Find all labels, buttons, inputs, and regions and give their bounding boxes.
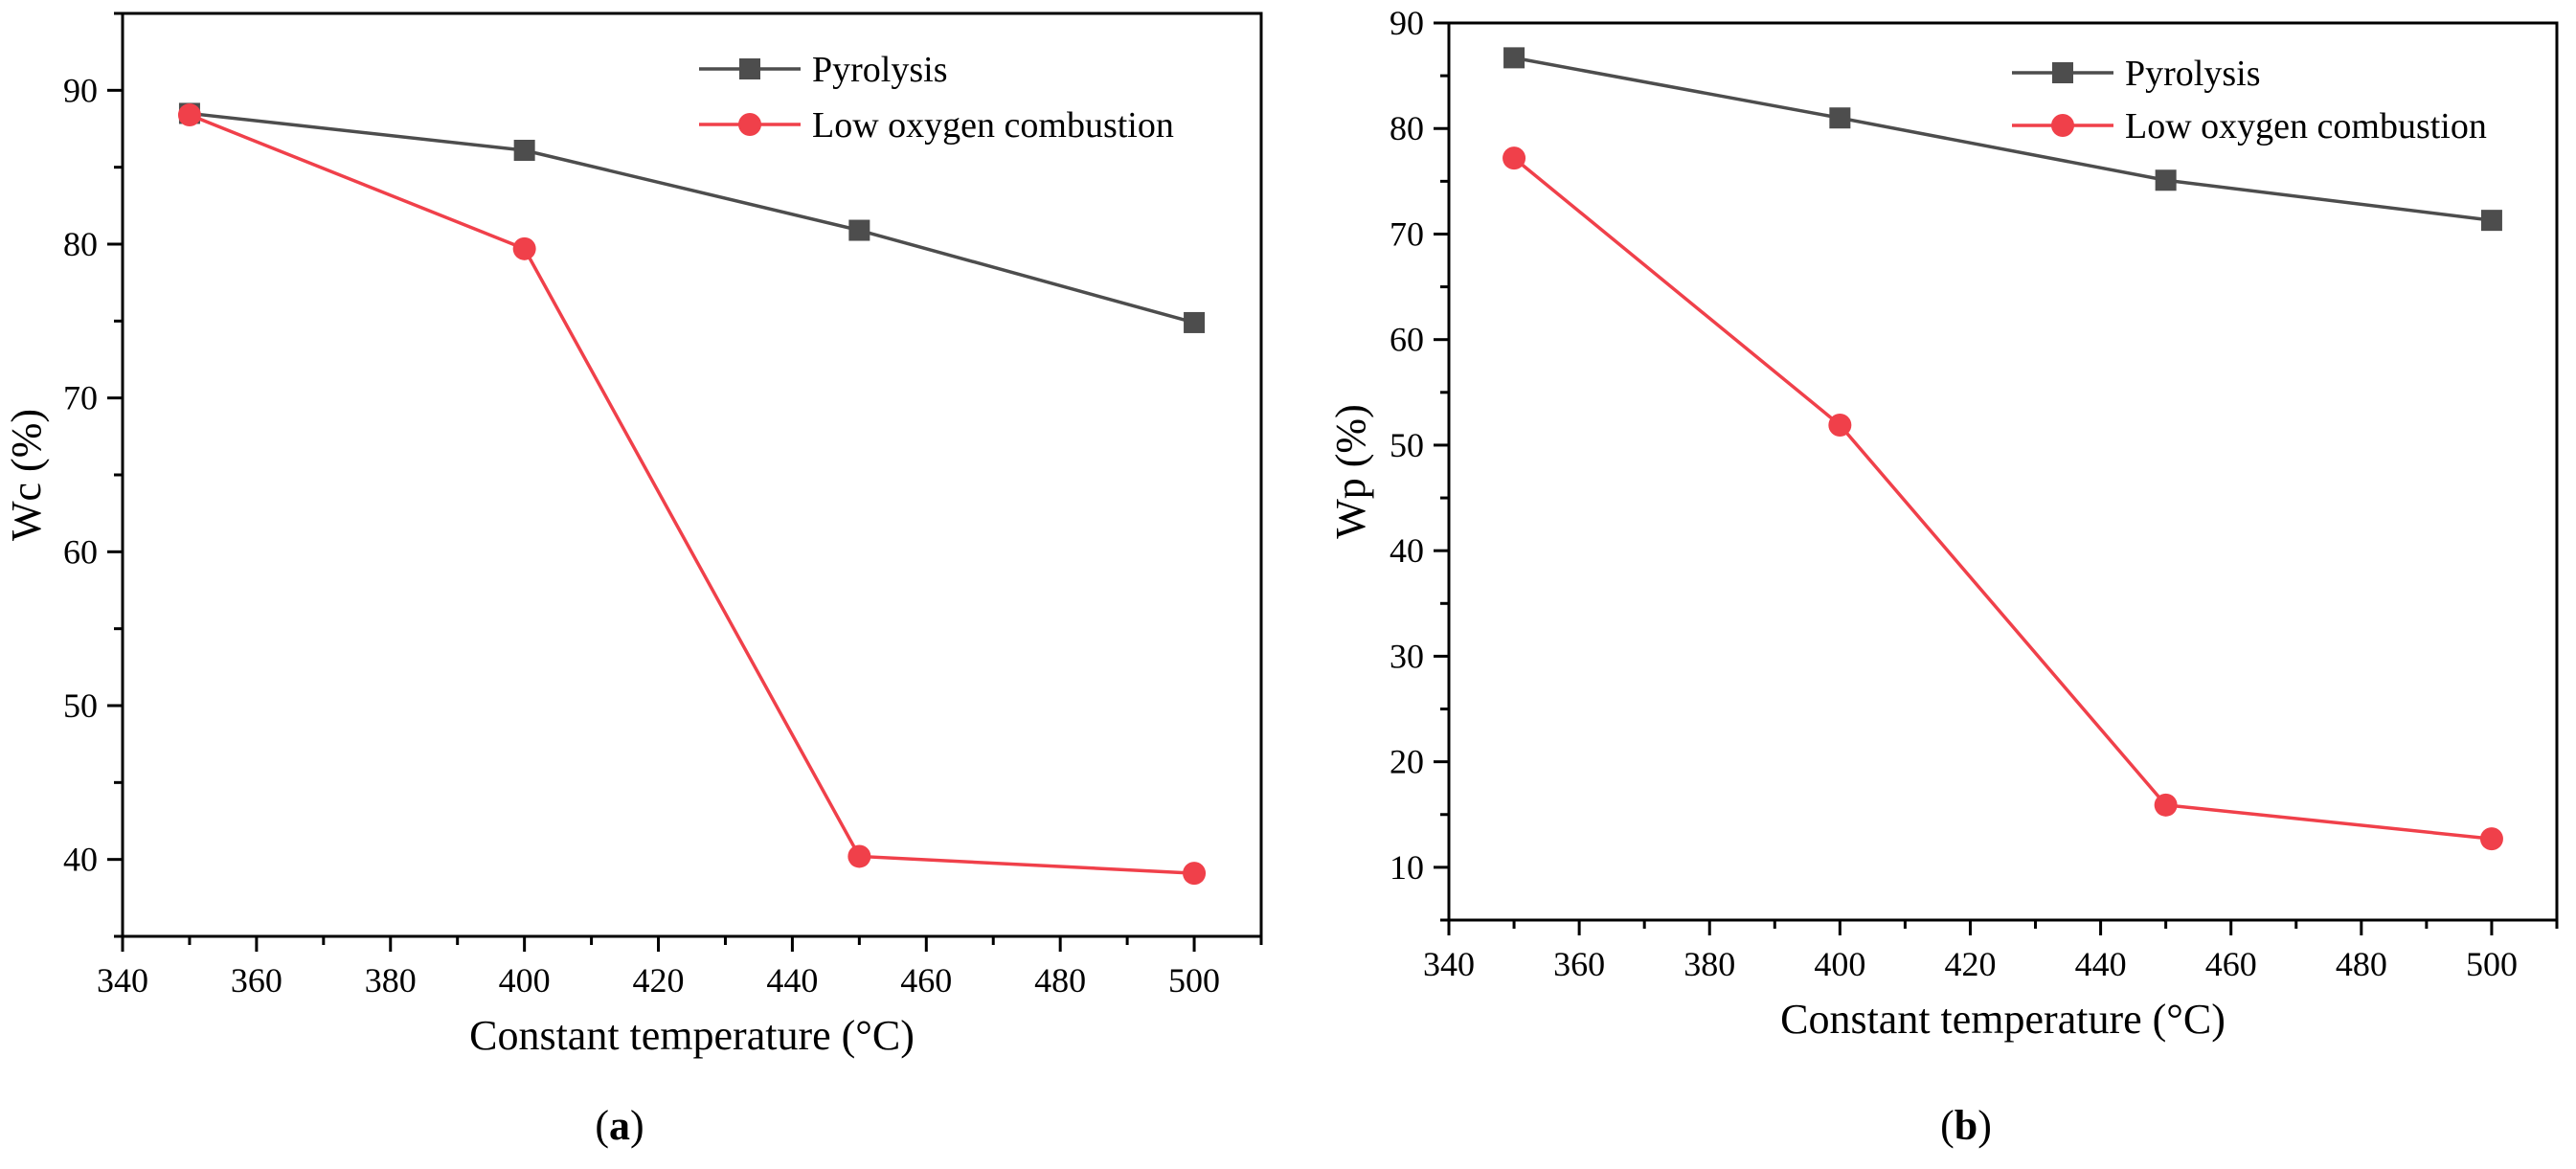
chart-panel-b: 340 360 380 400 420 440 460 480 500 10 20 30 40 50 60 7…	[1288, 0, 2576, 1169]
y-axis-title: Wp (%)	[1327, 404, 1374, 539]
y-tick-label: 80	[63, 225, 98, 263]
y-tick-label: 90	[63, 71, 98, 109]
x-tick-label: 420	[1944, 945, 1996, 983]
y-tick-label: 10	[1390, 848, 1424, 887]
data-point-pyrolysis	[1503, 47, 1525, 69]
legend-marker-pyrolysis	[2052, 62, 2073, 83]
data-point-low-oxygen	[177, 103, 201, 127]
x-axis-title: Constant temperature (°C)	[1780, 996, 2226, 1043]
data-point-low-oxygen	[847, 844, 871, 868]
y-tick-label: 60	[63, 532, 98, 571]
y-tick-label: 80	[1390, 109, 1424, 147]
series-line-pyrolysis	[1513, 56, 2493, 222]
data-point-low-oxygen	[1503, 146, 1526, 170]
series-line-low-oxygen	[1512, 156, 2493, 841]
legend-label-low-oxygen: Low oxygen combustion	[812, 105, 1174, 146]
y-tick-label: 40	[63, 841, 98, 879]
x-tick-label: 480	[1034, 961, 1086, 1000]
y-axis-title: Wc (%)	[3, 409, 50, 541]
plot-frame	[121, 11, 1263, 938]
x-tick-label: 340	[1423, 945, 1475, 983]
x-tick-label: 340	[97, 961, 148, 1000]
x-tick-label: 420	[633, 961, 685, 1000]
y-tick-label: 50	[63, 686, 98, 725]
legend-label-low-oxygen: Low oxygen combustion	[2125, 106, 2487, 146]
x-tick-label: 500	[1168, 961, 1220, 1000]
data-point-pyrolysis	[513, 139, 535, 161]
caption-b: (b)	[1940, 1102, 1992, 1149]
data-point-pyrolysis	[1829, 107, 1851, 129]
data-point-pyrolysis	[2480, 210, 2502, 232]
series-line-low-oxygen	[189, 113, 1195, 875]
x-tick-label: 500	[2466, 945, 2518, 983]
x-tick-label: 440	[2075, 945, 2127, 983]
x-tick-label: 400	[499, 961, 551, 1000]
data-point-low-oxygen	[1828, 413, 1852, 437]
x-tick-label: 460	[900, 961, 952, 1000]
data-point-low-oxygen	[2154, 793, 2178, 817]
y-tick-label: 70	[1390, 214, 1424, 253]
chart-panel-a: 340 360 380 400 420 440 460 480 500 40 50 60 70 80 90 C…	[3, 11, 1263, 1149]
data-point-low-oxygen	[1183, 862, 1207, 886]
legend-marker-low-oxygen	[738, 113, 761, 136]
y-tick-label: 40	[1390, 531, 1424, 570]
caption-letter-a: a	[609, 1102, 630, 1149]
caption-a: (a)	[595, 1102, 644, 1149]
data-point-pyrolysis	[848, 219, 870, 241]
x-tick-label: 400	[1814, 945, 1865, 983]
y-tick-label: 50	[1390, 426, 1424, 464]
y-tick-label: 60	[1390, 321, 1424, 359]
x-tick-label: 360	[231, 961, 282, 1000]
series-line-pyrolysis	[189, 111, 1195, 325]
y-tick-label: 30	[1390, 637, 1424, 675]
y-tick-label: 90	[1390, 4, 1424, 42]
legend-label-pyrolysis: Pyrolysis	[812, 50, 947, 90]
x-tick-label: 440	[766, 961, 818, 1000]
plot-frame	[1447, 21, 2559, 922]
y-tick-label: 70	[63, 379, 98, 417]
x-tick-label: 360	[1553, 945, 1605, 983]
x-tick-label: 480	[2336, 945, 2387, 983]
line-chart-a: 340 360 380 400 420 440 460 480 500 40 50 60 70 80 90 C…	[3, 11, 1263, 1059]
data-point-low-oxygen	[2479, 827, 2503, 851]
x-tick-label: 380	[365, 961, 417, 1000]
data-point-low-oxygen	[512, 236, 536, 260]
legend-label-pyrolysis: Pyrolysis	[2125, 54, 2260, 94]
data-point-pyrolysis	[2155, 169, 2177, 191]
line-chart-b: 340 360 380 400 420 440 460 480 500 10 20 30 40 50 60 7…	[1327, 4, 2559, 1043]
x-axis-title: Constant temperature (°C)	[469, 1012, 915, 1059]
x-tick-label: 460	[2205, 945, 2257, 983]
x-tick-label: 380	[1683, 945, 1735, 983]
caption-letter-b: b	[1954, 1102, 1978, 1149]
y-tick-label: 20	[1390, 743, 1424, 781]
data-point-pyrolysis	[1184, 311, 1206, 333]
legend-marker-low-oxygen	[2051, 114, 2074, 137]
legend-marker-pyrolysis	[739, 58, 760, 79]
